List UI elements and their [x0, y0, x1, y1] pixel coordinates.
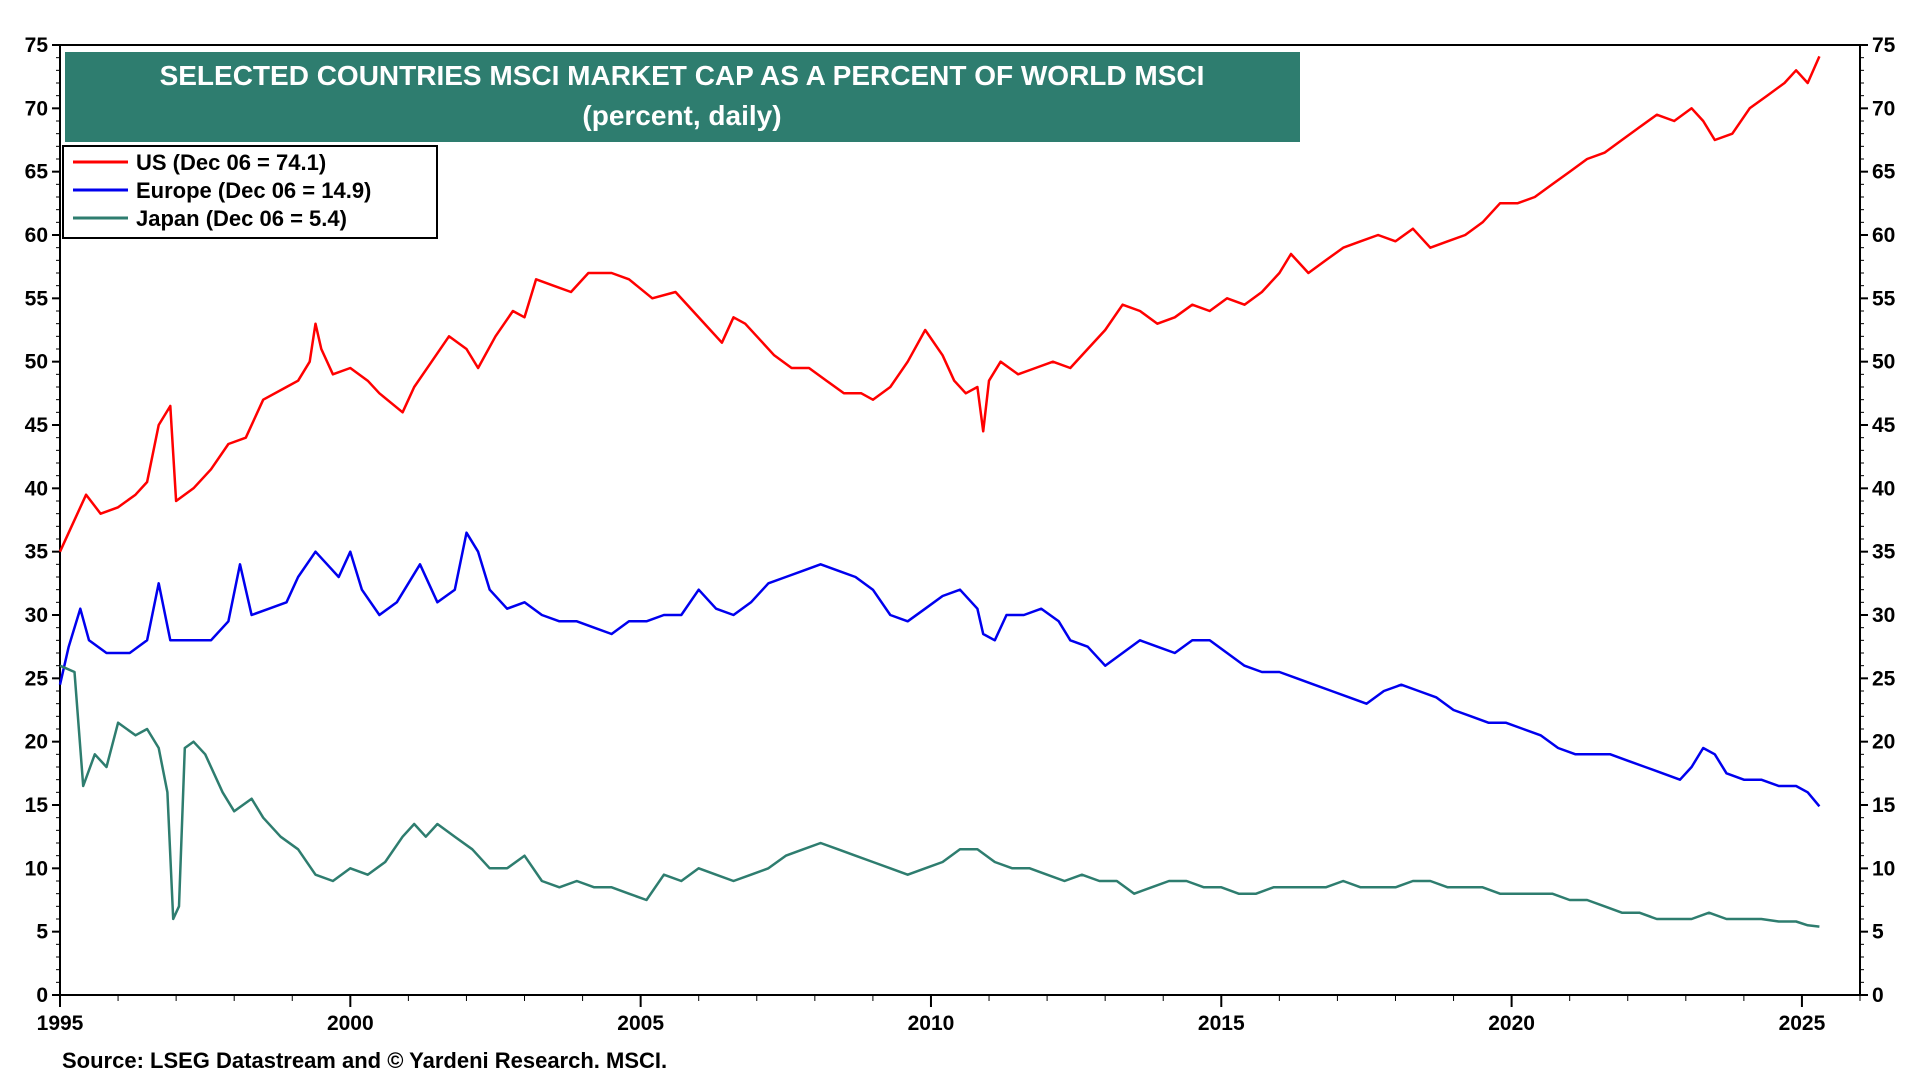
source-note: Source: LSEG Datastream and © Yardeni Re… [62, 1048, 667, 1073]
y-tick-label-left-70: 70 [25, 97, 48, 120]
y-tick-label-right-0: 0 [1872, 984, 1884, 1007]
y-tick-label-left-45: 45 [25, 414, 49, 437]
y-tick-label-left-35: 35 [25, 541, 49, 564]
y-tick-label-left-5: 5 [36, 921, 48, 944]
series-layer [58, 55, 1821, 928]
x-tick-label-2010: 2010 [908, 1012, 955, 1035]
y-tick-label-right-10: 10 [1872, 857, 1895, 880]
legend-label-us: US (Dec 06 = 74.1) [136, 150, 326, 175]
y-tick-label-left-65: 65 [25, 161, 49, 184]
y-axis-left: 0 5 10 15 20 25 30 35 40 45 50 55 60 65 70 75 [25, 34, 60, 1007]
y-tick-label-right-60: 60 [1872, 224, 1895, 247]
y-tick-label-right-55: 55 [1872, 287, 1896, 310]
legend: US (Dec 06 = 74.1) Europe (Dec 06 = 14.9… [62, 145, 438, 239]
y-axis-right: 0 5 10 15 20 25 30 35 40 45 50 55 60 65 70 75 [1860, 34, 1896, 1007]
y-tick-label-left-55: 55 [25, 287, 49, 310]
y-tick-label-left-75: 75 [25, 34, 49, 57]
title-box: SELECTED COUNTRIES MSCI MARKET CAP AS A … [65, 52, 1300, 142]
x-tick-label-2000: 2000 [327, 1012, 374, 1035]
y-tick-label-right-75: 75 [1872, 34, 1896, 57]
x-tick-label-1995: 1995 [37, 1012, 84, 1035]
y-tick-label-right-45: 45 [1872, 414, 1896, 437]
y-tick-label-right-50: 50 [1872, 351, 1895, 374]
series-line-us [58, 55, 1821, 553]
y-tick-label-left-15: 15 [25, 794, 49, 817]
series-line-japan [59, 664, 1820, 928]
y-tick-label-right-5: 5 [1872, 921, 1884, 944]
x-axis: 1995 2000 2005 2010 2015 2020 2025 [37, 995, 1861, 1035]
y-tick-label-left-50: 50 [25, 351, 48, 374]
y-tick-label-left-25: 25 [25, 667, 49, 690]
y-tick-label-right-20: 20 [1872, 731, 1895, 754]
series-line-europe [58, 531, 1821, 808]
chart-subtitle: (percent, daily) [582, 100, 781, 131]
plot-frame [59, 44, 1861, 996]
y-tick-label-right-15: 15 [1872, 794, 1896, 817]
y-tick-label-right-40: 40 [1872, 477, 1895, 500]
x-tick-label-2025: 2025 [1779, 1012, 1826, 1035]
y-tick-label-left-60: 60 [25, 224, 48, 247]
x-tick-label-2015: 2015 [1198, 1012, 1245, 1035]
y-tick-label-right-25: 25 [1872, 667, 1896, 690]
y-tick-label-right-30: 30 [1872, 604, 1895, 627]
chart-title: SELECTED COUNTRIES MSCI MARKET CAP AS A … [160, 60, 1205, 91]
y-tick-label-left-20: 20 [25, 731, 48, 754]
y-tick-label-right-65: 65 [1872, 161, 1896, 184]
x-tick-label-2005: 2005 [617, 1012, 664, 1035]
legend-label-japan: Japan (Dec 06 = 5.4) [136, 206, 347, 231]
legend-label-europe: Europe (Dec 06 = 14.9) [136, 178, 371, 203]
x-tick-label-2020: 2020 [1488, 1012, 1535, 1035]
y-tick-label-left-40: 40 [25, 477, 48, 500]
y-tick-label-left-10: 10 [25, 857, 48, 880]
title-background [65, 52, 1300, 142]
y-tick-label-right-70: 70 [1872, 97, 1895, 120]
y-tick-label-right-35: 35 [1872, 541, 1896, 564]
y-tick-label-left-30: 30 [25, 604, 48, 627]
y-tick-label-left-0: 0 [36, 984, 48, 1007]
